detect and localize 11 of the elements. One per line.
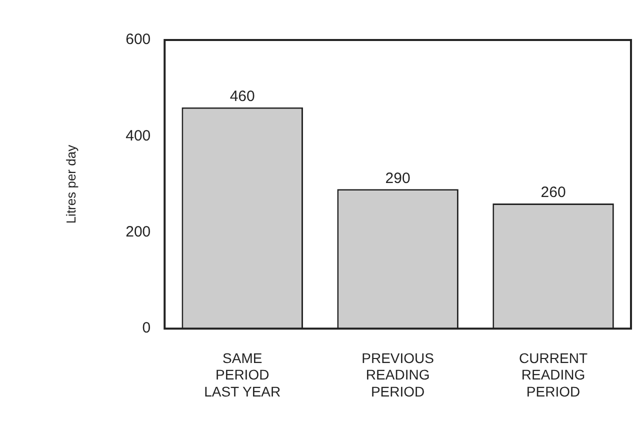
- y-tick-label: 600: [126, 31, 151, 48]
- y-tick-label: 200: [126, 224, 151, 241]
- data-label: 290: [385, 170, 410, 187]
- y-axis-title: Litres per day: [63, 144, 78, 224]
- data-label: 460: [230, 88, 255, 105]
- x-tick-label: SAME PERIOD LAST YEAR: [204, 350, 281, 400]
- x-tick-label: PREVIOUS READING PERIOD: [362, 350, 434, 400]
- data-label: 260: [540, 184, 566, 202]
- y-tick-label: 0: [142, 320, 151, 337]
- y-tick-label: 400: [126, 127, 151, 144]
- x-tick-label: CURRENT READING PERIOD: [519, 350, 588, 400]
